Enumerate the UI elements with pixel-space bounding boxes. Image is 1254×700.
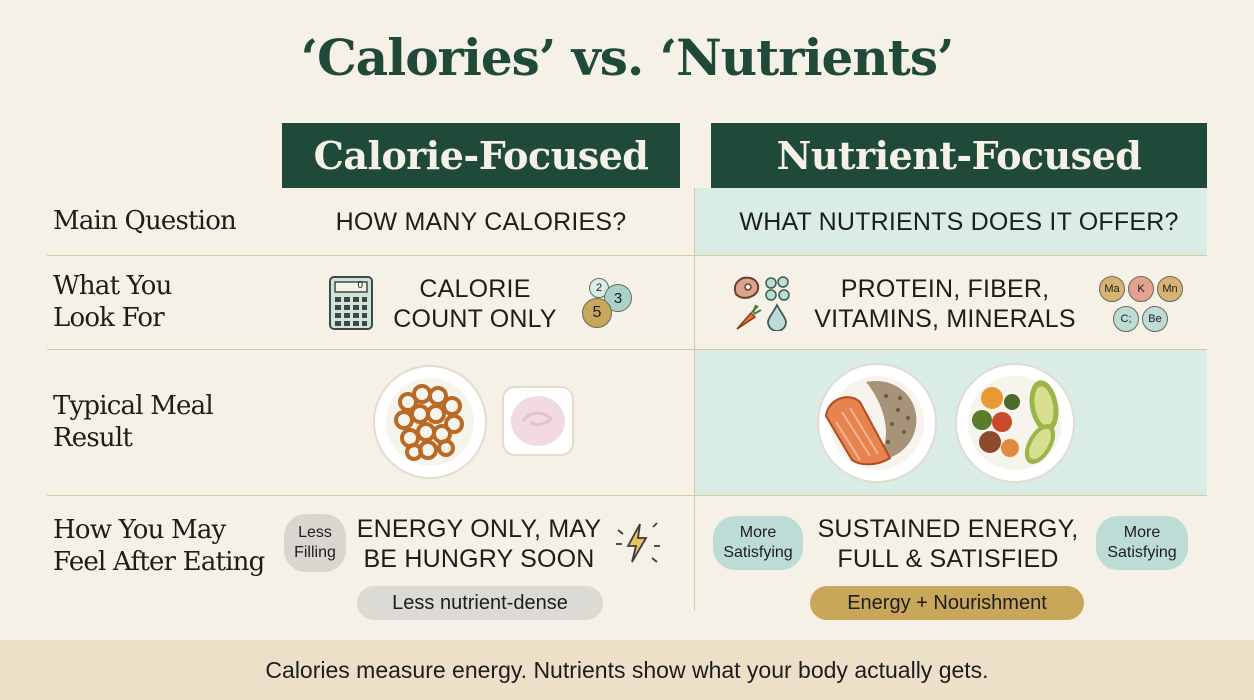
cell-line: FULL & SATISFIED	[837, 545, 1059, 573]
energy-nourishment-pill: Energy + Nourishment	[810, 586, 1084, 620]
mineral-chip-be: Be	[1142, 306, 1168, 332]
vegetable-avocado-plate-image	[954, 362, 1076, 489]
bubble-line: More	[1123, 524, 1161, 541]
more-satisfying-bubble-left: More Satisfying	[713, 516, 803, 570]
cell-line: COUNT ONLY	[393, 305, 557, 333]
row-label-line: Typical Meal	[53, 391, 214, 421]
pretzel-plate-image	[372, 364, 488, 485]
mineral-chip-mn: Mn	[1157, 276, 1183, 302]
yogurt-cup-image	[501, 385, 575, 462]
column-divider	[694, 188, 695, 611]
row-label-line: Feel After Eating	[53, 547, 265, 577]
calorie-look-for: CALORIE COUNT ONLY	[380, 274, 570, 334]
footer-caption: Calories measure energy. Nutrients show …	[0, 640, 1254, 700]
lightning-bolt-icon	[612, 518, 662, 573]
bubble-line: Less	[298, 524, 332, 541]
less-nutrient-dense-pill: Less nutrient-dense	[357, 586, 603, 620]
bubble-line: More	[739, 524, 777, 541]
cell-line: ENERGY ONLY, MAY	[356, 515, 602, 543]
tint-row-meal	[695, 350, 1207, 495]
divider	[47, 255, 1207, 256]
calculator-icon: 0	[329, 276, 373, 335]
divider	[47, 495, 1207, 496]
nutrient-main-question: WHAT NUTRIENTS DOES IT OFFER?	[739, 208, 1179, 236]
row-label-main-question: Main Question	[53, 206, 237, 236]
row-label-line: Result	[53, 423, 133, 453]
cell-line: PROTEIN, FIBER,	[840, 275, 1050, 303]
mineral-chip-k: K	[1128, 276, 1154, 302]
cell-line: SUSTAINED ENERGY,	[817, 515, 1079, 543]
row-label-feel: How You May Feel After Eating	[53, 514, 265, 578]
row-label-look-for: What You Look For	[53, 270, 172, 334]
coin-5: 5	[582, 298, 612, 328]
column-header-calorie-focused: Calorie-Focused	[282, 123, 680, 188]
row-label-meal: Typical Meal Result	[53, 390, 214, 454]
row-label-line: Look For	[53, 303, 165, 333]
bubble-line: Filling	[294, 544, 336, 561]
cell-line: BE HUNGRY SOON	[363, 545, 595, 573]
calorie-feel: ENERGY ONLY, MAY BE HUNGRY SOON	[344, 514, 614, 574]
tint-row-main-question	[695, 188, 1207, 255]
more-satisfying-bubble-right: More Satisfying	[1096, 516, 1188, 570]
nutrient-feel: SUSTAINED ENERGY, FULL & SATISFIED	[800, 514, 1096, 574]
calorie-main-question: HOW MANY CALORIES?	[335, 208, 627, 236]
cell-line: VITAMINS, MINERALS	[814, 305, 1076, 333]
row-label-line: How You May	[53, 515, 226, 545]
salmon-quinoa-plate-image	[816, 362, 938, 489]
meat-icon	[732, 274, 762, 305]
calculator-display: 0	[357, 280, 363, 291]
water-drop-icon	[766, 302, 788, 336]
cell-line: CALORIE	[419, 275, 531, 303]
row-label-line: What You	[53, 271, 172, 301]
column-header-nutrient-focused: Nutrient-Focused	[711, 123, 1207, 188]
page-title: ‘Calories’ vs. ‘Nutrients’	[300, 28, 955, 87]
seeds-icon	[764, 276, 792, 307]
less-filling-bubble: Less Filling	[284, 514, 346, 572]
mineral-chip-ma: Ma	[1099, 276, 1125, 302]
carrot-icon	[734, 304, 762, 337]
divider	[47, 349, 1207, 350]
bubble-line: Satisfying	[1107, 544, 1177, 561]
bubble-line: Satisfying	[723, 544, 793, 561]
mineral-chip-c: C;	[1113, 306, 1139, 332]
nutrient-look-for: PROTEIN, FIBER, VITAMINS, MINERALS	[795, 274, 1095, 334]
calorie-number-coins-icon: 2 3 5	[578, 278, 634, 328]
